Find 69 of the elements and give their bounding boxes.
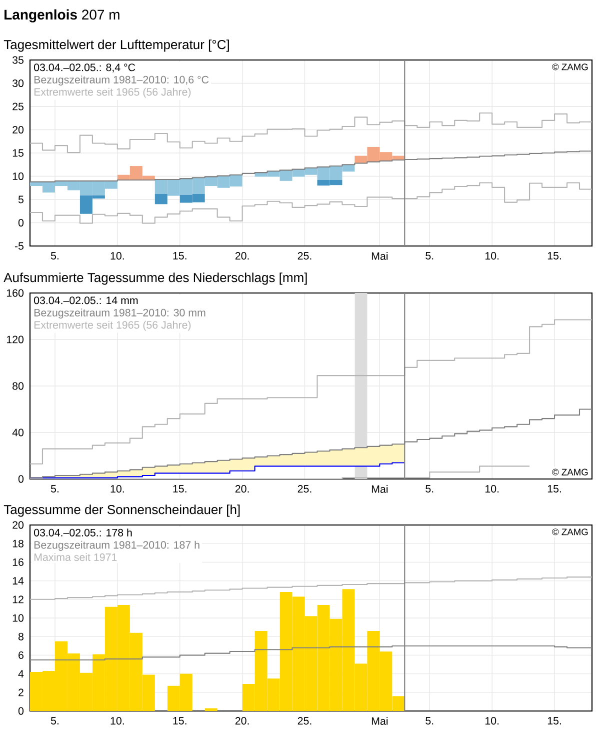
annotation: © ZAMG xyxy=(552,528,588,536)
y-tick-label: -5 xyxy=(14,242,24,250)
x-tick-label: 5. xyxy=(50,717,58,724)
y-tick-label: 0 xyxy=(18,707,24,715)
chart-title: Aufsummierte Tagessumme des Niederschlags [mm] xyxy=(4,272,307,285)
x-tick-label: 15. xyxy=(548,717,561,724)
y-tick-label: 2 xyxy=(18,688,24,696)
y-tick-label: 16 xyxy=(12,558,24,566)
y-tick-label: 8 xyxy=(18,632,24,640)
y-tick-label: 6 xyxy=(18,651,24,659)
annotation: © ZAMG xyxy=(552,468,588,476)
x-tick-label: 25. xyxy=(298,717,312,725)
chart-title: Tagessumme der Sonnenscheindauer [h] xyxy=(4,504,240,517)
y-tick-label: 40 xyxy=(12,428,24,436)
x-tick-label: 5. xyxy=(50,485,58,492)
text: Bezugszeitraum 1981–2010: 10,6 °C xyxy=(34,76,209,86)
y-tick-label: 25 xyxy=(12,102,24,110)
text: Extremwerte seit 1965 (56 Jahre) xyxy=(34,88,191,98)
x-tick-label: 20. xyxy=(235,485,249,493)
x-tick-label: Mai xyxy=(372,252,388,260)
x-tick-label: 5. xyxy=(426,717,434,724)
x-tick-label: 5. xyxy=(50,252,58,260)
annotation: © ZAMG xyxy=(552,64,588,70)
x-tick-label: 10. xyxy=(485,252,499,260)
x-tick-label: Mai xyxy=(372,485,388,493)
y-tick-label: 18 xyxy=(12,540,24,548)
y-tick-label: 35 xyxy=(12,56,24,64)
x-tick-label: 15. xyxy=(173,717,186,724)
y-tick-label: 12 xyxy=(12,596,24,604)
x-tick-label: 10. xyxy=(485,485,499,493)
y-tick-label: 20 xyxy=(12,521,24,529)
x-tick-label: 10. xyxy=(485,717,499,725)
text: Bezugszeitraum 1981–2010: 30 mm xyxy=(34,308,206,319)
y-tick-label: 120 xyxy=(6,336,24,344)
y-tick-label: 0 xyxy=(18,475,24,483)
x-tick-label: 10. xyxy=(110,717,124,725)
y-tick-label: 14 xyxy=(12,577,24,584)
annotation: 03.04.–02.05.: 14 mm xyxy=(34,296,138,304)
x-tick-label: 15. xyxy=(173,485,186,492)
text: Bezugszeitraum 1981–2010: 187 h xyxy=(34,540,200,551)
y-tick-label: 15 xyxy=(12,149,24,157)
bar xyxy=(204,708,218,711)
x-tick-label: 15. xyxy=(548,252,561,260)
x-tick-label: 10. xyxy=(110,485,124,493)
x-tick-label: 15. xyxy=(548,485,561,492)
x-tick-label: 20. xyxy=(235,252,249,260)
x-tick-label: 20. xyxy=(235,717,249,725)
annotation: 03.04.–02.05.: 8,4 °C xyxy=(34,64,136,72)
x-tick-label: Mai xyxy=(372,717,388,725)
annotation: 03.04.–02.05.: 178 h xyxy=(34,528,132,536)
y-tick-label: 5 xyxy=(18,196,24,204)
text: Maxima seit 1971 xyxy=(34,553,117,561)
y-tick-label: 10 xyxy=(12,172,24,180)
y-tick-label: 10 xyxy=(12,614,24,622)
chart-title: Langenlois 207 m xyxy=(4,9,120,22)
y-tick-label: 160 xyxy=(6,289,24,297)
x-tick-label: 25. xyxy=(298,485,312,493)
text: Extremwerte seit 1965 (56 Jahre) xyxy=(34,320,191,331)
chart-subtitle: Tagesmittelwert der Lufttemperatur [°C] xyxy=(4,40,229,52)
x-tick-label: 10. xyxy=(110,252,124,260)
x-tick-label: 5. xyxy=(426,252,434,260)
y-tick-label: 20 xyxy=(12,126,24,134)
x-tick-label: 5. xyxy=(426,485,434,492)
y-tick-label: 80 xyxy=(12,382,24,390)
y-tick-label: 30 xyxy=(12,79,24,88)
y-tick-label: 4 xyxy=(18,670,24,678)
x-tick-label: 15. xyxy=(173,252,186,260)
x-tick-label: 25. xyxy=(298,252,312,260)
y-tick-label: 0 xyxy=(18,218,24,227)
